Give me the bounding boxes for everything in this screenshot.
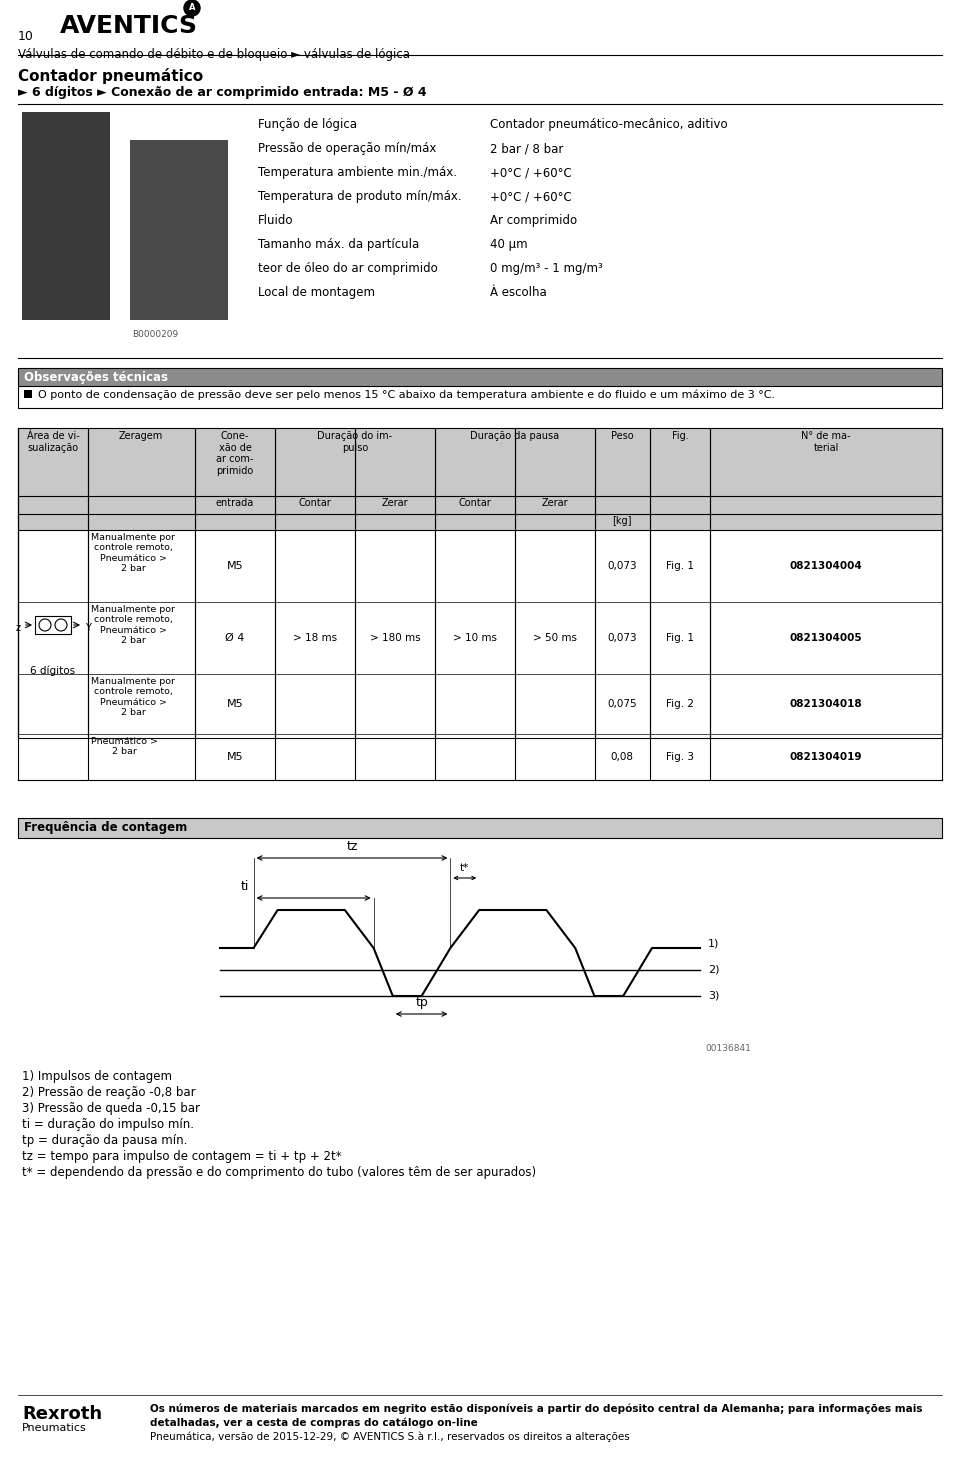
- Bar: [18, 368, 942, 408]
- Text: tp = duração da pausa mín.: tp = duração da pausa mín.: [22, 1134, 187, 1147]
- Text: Fig. 2: Fig. 2: [666, 700, 694, 709]
- Bar: [22, 112, 110, 320]
- Text: O ponto de condensação de pressão deve ser pelo menos 15 °C abaixo da temperatur: O ponto de condensação de pressão deve s…: [38, 389, 775, 399]
- Text: Temperatura ambiente min./máx.: Temperatura ambiente min./máx.: [258, 166, 457, 180]
- Text: Observações técnicas: Observações técnicas: [24, 371, 168, 384]
- Bar: [18, 818, 942, 838]
- Text: Cone-
xão de
ar com-
primido: Cone- xão de ar com- primido: [216, 432, 253, 476]
- Text: 0,073: 0,073: [607, 633, 636, 644]
- Text: Zeragem: Zeragem: [119, 432, 163, 440]
- Text: Contar: Contar: [459, 498, 492, 508]
- Text: Área de vi-
sualização: Área de vi- sualização: [27, 432, 80, 452]
- Text: Pneumatics: Pneumatics: [22, 1423, 86, 1433]
- Text: 0821304018: 0821304018: [790, 700, 862, 709]
- Text: Pressão de operação mín/máx: Pressão de operação mín/máx: [258, 141, 437, 155]
- Text: Manualmente por
controle remoto,
Pneumático >
2 bar: Manualmente por controle remoto, Pneumát…: [91, 678, 175, 717]
- Text: Local de montagem: Local de montagem: [258, 286, 375, 299]
- Text: AVENTICS: AVENTICS: [60, 15, 198, 38]
- Text: 0,073: 0,073: [607, 561, 636, 572]
- Text: t*: t*: [460, 863, 469, 873]
- Text: M5: M5: [227, 753, 243, 762]
- Text: Fig.: Fig.: [672, 432, 688, 440]
- Text: [kg]: [kg]: [612, 516, 632, 526]
- Text: +0°C / +60°C: +0°C / +60°C: [490, 166, 572, 180]
- Text: 00136841: 00136841: [705, 1044, 751, 1053]
- Text: Contar: Contar: [299, 498, 331, 508]
- Bar: [35, 616, 71, 633]
- Text: Pneumático >
2 bar: Pneumático > 2 bar: [91, 736, 158, 757]
- Text: tz = tempo para impulso de contagem = ti + tp + 2t*: tz = tempo para impulso de contagem = ti…: [22, 1150, 342, 1164]
- Text: 0,08: 0,08: [611, 753, 634, 762]
- Text: Y: Y: [85, 623, 91, 633]
- Text: > 50 ms: > 50 ms: [533, 633, 577, 644]
- Text: > 18 ms: > 18 ms: [293, 633, 337, 644]
- Text: Duração do im-
pulso: Duração do im- pulso: [318, 432, 393, 452]
- Text: 40 µm: 40 µm: [490, 239, 528, 250]
- Text: detalhadas, ver a cesta de compras do catálogo on-line: detalhadas, ver a cesta de compras do ca…: [150, 1417, 478, 1427]
- Bar: [24, 390, 32, 398]
- Text: > 180 ms: > 180 ms: [370, 633, 420, 644]
- Text: Fluido: Fluido: [258, 214, 294, 227]
- Bar: [18, 429, 942, 738]
- Text: ti = duração do impulso mín.: ti = duração do impulso mín.: [22, 1118, 194, 1131]
- Text: Contador pneumático: Contador pneumático: [18, 68, 204, 84]
- Bar: [130, 140, 228, 320]
- Bar: [35, 616, 71, 633]
- Text: z: z: [16, 623, 21, 633]
- Text: teor de óleo do ar comprimido: teor de óleo do ar comprimido: [258, 262, 438, 275]
- Text: 1): 1): [708, 938, 719, 949]
- Text: Manualmente por
controle remoto,
Pneumático >
2 bar: Manualmente por controle remoto, Pneumát…: [91, 533, 175, 573]
- Text: 2): 2): [708, 965, 719, 975]
- Bar: [18, 429, 942, 530]
- Text: Contador pneumático-mecânico, aditivo: Contador pneumático-mecânico, aditivo: [490, 118, 728, 131]
- Text: À escolha: À escolha: [490, 286, 547, 299]
- Text: Manualmente por
controle remoto,
Pneumático >
2 bar: Manualmente por controle remoto, Pneumát…: [91, 605, 175, 645]
- Text: 3) Pressão de queda -0,15 bar: 3) Pressão de queda -0,15 bar: [22, 1102, 200, 1115]
- Text: Rexroth: Rexroth: [22, 1405, 102, 1423]
- Text: Fig. 1: Fig. 1: [666, 561, 694, 572]
- Text: Tamanho máx. da partícula: Tamanho máx. da partícula: [258, 239, 420, 250]
- Text: 0821304004: 0821304004: [790, 561, 862, 572]
- Text: Válvulas de comando de débito e de bloqueio ► válvulas de lógica: Válvulas de comando de débito e de bloqu…: [18, 49, 410, 60]
- Text: Função de lógica: Função de lógica: [258, 118, 357, 131]
- Text: 6 dígitos: 6 dígitos: [31, 664, 76, 676]
- Text: Pneumática, versão de 2015-12-29, © AVENTICS S.à r.l., reservados os direitos a : Pneumática, versão de 2015-12-29, © AVEN…: [150, 1430, 630, 1442]
- Text: Fig. 1: Fig. 1: [666, 633, 694, 644]
- Text: Ø 4: Ø 4: [226, 633, 245, 644]
- Text: entrada: entrada: [216, 498, 254, 508]
- Bar: [18, 368, 942, 386]
- Text: Duração da pausa: Duração da pausa: [470, 432, 560, 440]
- Text: ti: ti: [240, 879, 249, 893]
- Text: Os números de materiais marcados em negrito estão disponíveis a partir do depósi: Os números de materiais marcados em negr…: [150, 1402, 923, 1414]
- Text: Frequência de contagem: Frequência de contagem: [24, 820, 187, 834]
- Text: 3): 3): [708, 991, 719, 1002]
- Text: B0000209: B0000209: [132, 330, 179, 339]
- Text: tz: tz: [347, 840, 358, 853]
- Text: Zerar: Zerar: [382, 498, 408, 508]
- Text: M5: M5: [227, 700, 243, 709]
- Text: Fig. 3: Fig. 3: [666, 753, 694, 762]
- Circle shape: [184, 0, 200, 16]
- Text: 0,075: 0,075: [607, 700, 636, 709]
- Text: > 10 ms: > 10 ms: [453, 633, 497, 644]
- Text: ► 6 dígitos ► Conexão de ar comprimido entrada: M5 - Ø 4: ► 6 dígitos ► Conexão de ar comprimido e…: [18, 85, 426, 99]
- Text: Temperatura de produto mín/máx.: Temperatura de produto mín/máx.: [258, 190, 462, 203]
- Text: 0821304005: 0821304005: [790, 633, 862, 644]
- Text: 10: 10: [18, 29, 34, 43]
- Text: t* = dependendo da pressão e do comprimento do tubo (valores têm de ser apurados: t* = dependendo da pressão e do comprime…: [22, 1167, 536, 1178]
- Text: 2 bar / 8 bar: 2 bar / 8 bar: [490, 141, 564, 155]
- Text: +0°C / +60°C: +0°C / +60°C: [490, 190, 572, 203]
- Text: 1) Impulsos de contagem: 1) Impulsos de contagem: [22, 1069, 172, 1083]
- Text: 0 mg/m³ - 1 mg/m³: 0 mg/m³ - 1 mg/m³: [490, 262, 603, 275]
- Text: N° de ma-
terial: N° de ma- terial: [802, 432, 851, 452]
- Text: M5: M5: [227, 561, 243, 572]
- Text: 2) Pressão de reação -0,8 bar: 2) Pressão de reação -0,8 bar: [22, 1086, 196, 1099]
- Text: Zerar: Zerar: [541, 498, 568, 508]
- Text: Peso: Peso: [611, 432, 634, 440]
- Bar: [18, 818, 942, 838]
- Text: A: A: [189, 3, 195, 12]
- Text: 0821304019: 0821304019: [790, 753, 862, 762]
- Text: Ar comprimido: Ar comprimido: [490, 214, 577, 227]
- Text: tp: tp: [416, 996, 428, 1009]
